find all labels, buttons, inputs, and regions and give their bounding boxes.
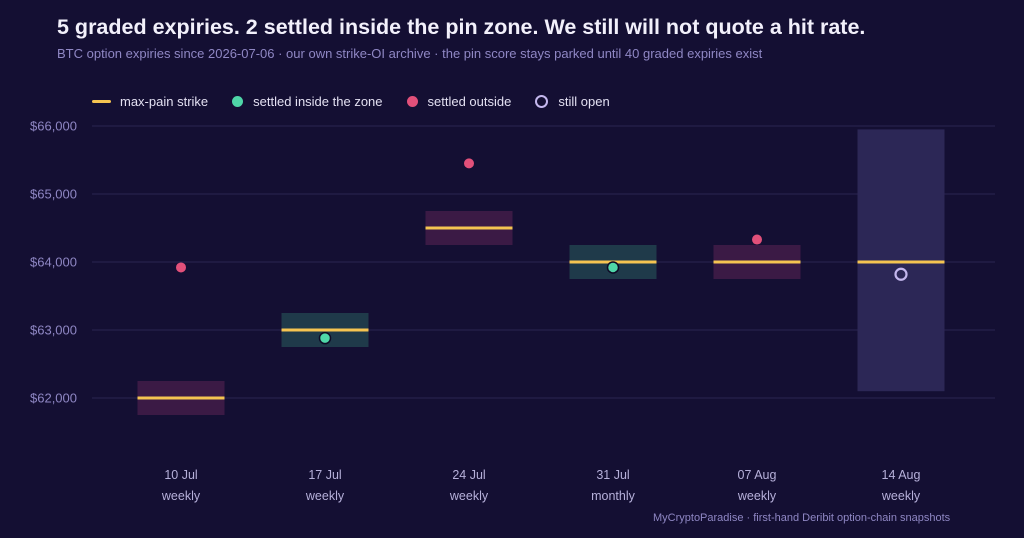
legend-item-outside: settled outside xyxy=(406,94,512,109)
settle-point-inside xyxy=(606,261,620,274)
settle-point-inside xyxy=(318,331,332,345)
expiry-type-label: weekly xyxy=(449,489,489,503)
x-tick-label: 24 Jul xyxy=(452,468,485,482)
x-tick-label: 14 Aug xyxy=(882,468,921,482)
x-tick-label: 10 Jul xyxy=(164,468,197,482)
settle-point-open xyxy=(894,267,908,281)
expiry-type-label: weekly xyxy=(305,489,345,503)
x-tick-label: 07 Aug xyxy=(738,468,777,482)
y-tick-label: $65,000 xyxy=(30,187,77,202)
legend-label-max-pain: max-pain strike xyxy=(120,94,209,109)
y-tick-label: $66,000 xyxy=(30,119,77,134)
inside-dot-swatch xyxy=(232,96,244,107)
chart-subtitle: BTC option expiries since 2026-07-06 · o… xyxy=(57,46,763,61)
legend-label-outside: settled outside xyxy=(427,94,512,109)
y-tick-label: $62,000 xyxy=(30,391,77,406)
expiry-type-label: weekly xyxy=(161,489,201,503)
expiry-type-label: weekly xyxy=(737,489,777,503)
expiry-type-label: monthly xyxy=(591,489,636,503)
legend-item-open: still open xyxy=(535,94,610,109)
legend-label-open: still open xyxy=(558,94,610,109)
expiry-type-label: weekly xyxy=(881,489,921,503)
settle-point-outside xyxy=(176,262,186,273)
settle-point-outside xyxy=(752,234,762,245)
pin-zone-band xyxy=(857,129,945,392)
legend-item-inside: settled inside the zone xyxy=(232,94,383,109)
chart-title: 5 graded expiries. 2 settled inside the … xyxy=(57,15,866,39)
settle-point-outside xyxy=(464,158,474,169)
max-pain-swatch xyxy=(92,100,111,103)
legend-item-max-pain: max-pain strike xyxy=(92,94,208,109)
y-tick-label: $64,000 xyxy=(30,255,77,270)
x-tick-label: 17 Jul xyxy=(308,468,341,482)
chart-footer: MyCryptoParadise · first-hand Deribit op… xyxy=(653,512,951,524)
y-tick-label: $63,000 xyxy=(30,323,77,338)
legend-label-inside: settled inside the zone xyxy=(253,94,383,109)
outside-dot-swatch xyxy=(406,96,418,107)
open-circle-swatch xyxy=(535,95,549,108)
legend: max-pain strike settled inside the zone … xyxy=(92,94,634,109)
x-tick-label: 31 Jul xyxy=(596,468,629,482)
